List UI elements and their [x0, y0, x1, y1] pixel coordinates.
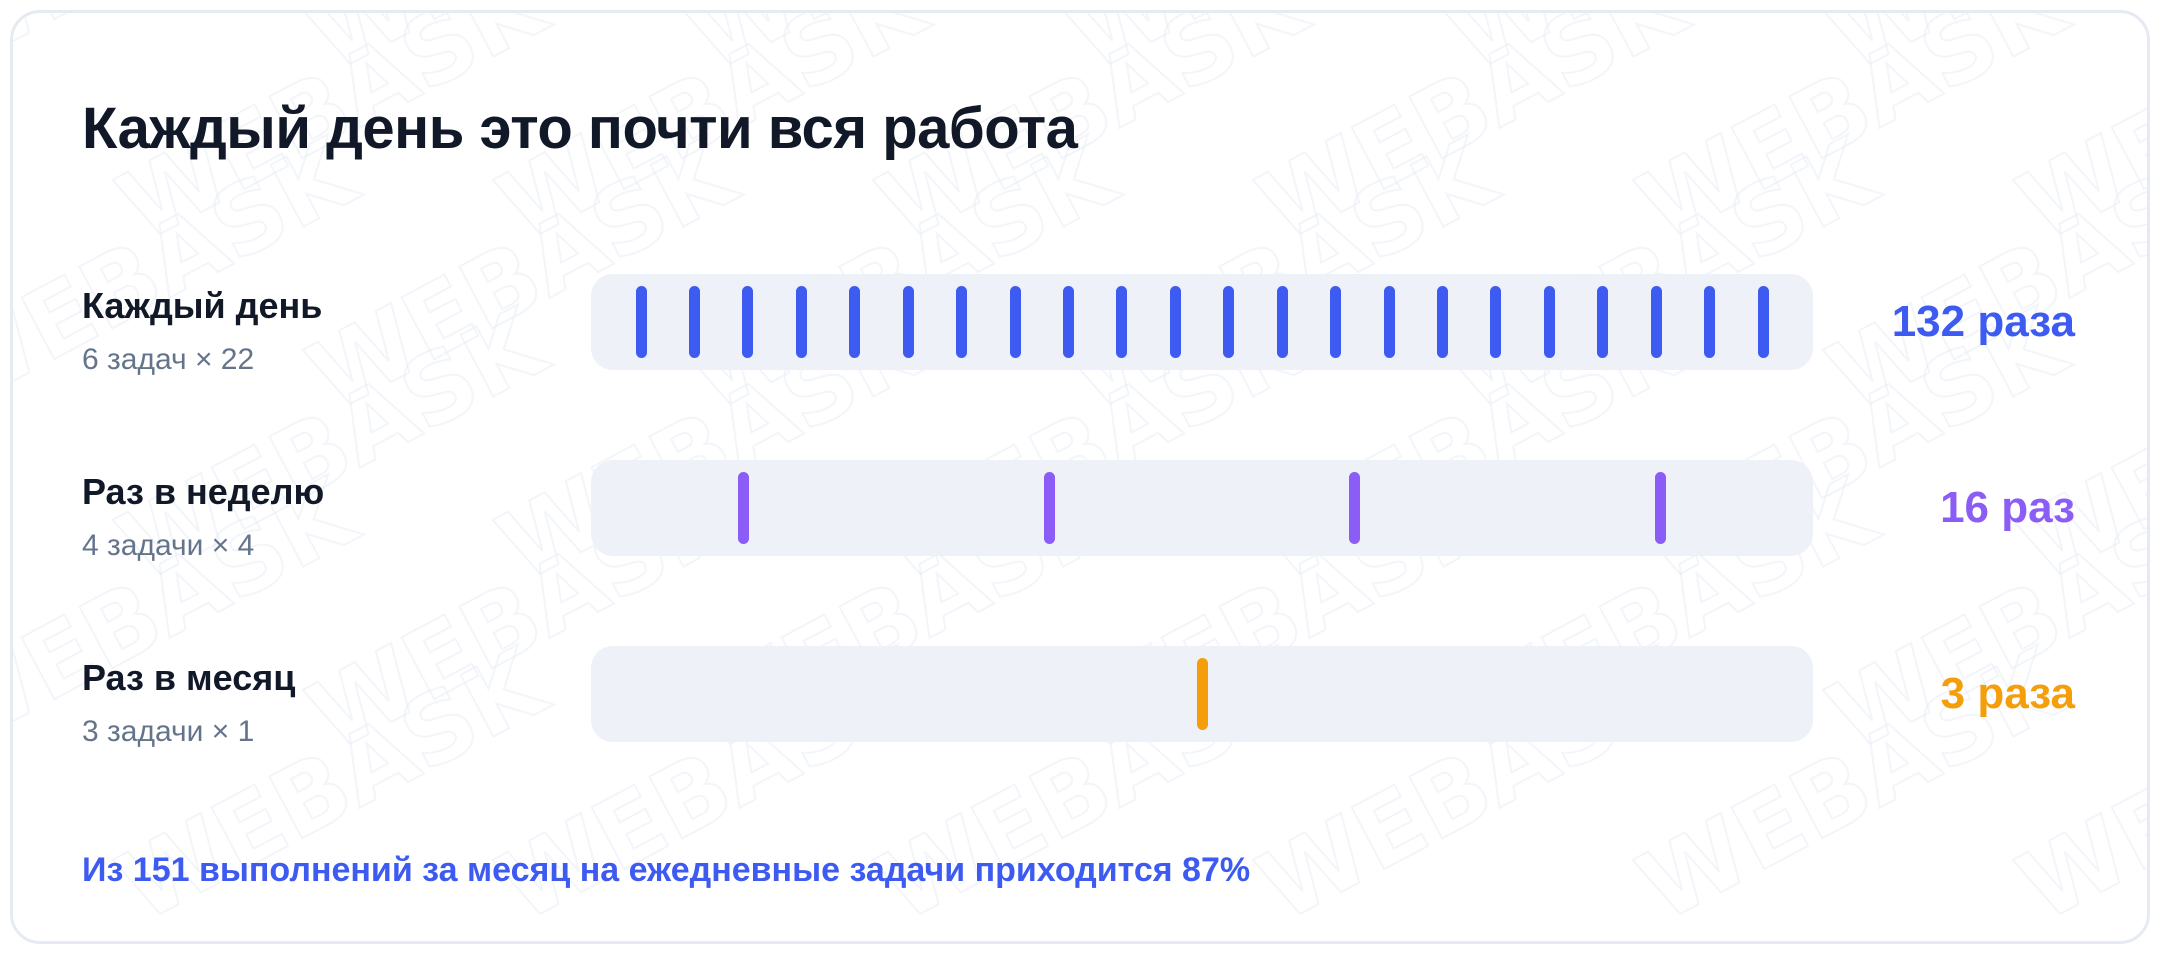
svg-text:WEBASK: WEBASK: [1811, 116, 2150, 434]
svg-text:WEBASK: WEBASK: [671, 13, 1135, 93]
tick-mark: [1062, 286, 1074, 358]
tick-mark: [1196, 658, 1208, 730]
tick-mark: [1654, 472, 1666, 544]
track-daily: [591, 274, 1813, 370]
row-subtitle-monthly: 3 задачи × 1: [82, 715, 255, 748]
tick-mark: [902, 286, 914, 358]
row-subtitle-daily: 6 задач × 22: [82, 343, 255, 376]
row-total-weekly: 16 раз: [1940, 483, 2075, 532]
svg-text:WEBASK: WEBASK: [2001, 13, 2150, 263]
svg-text:WEBASK: WEBASK: [1241, 13, 1705, 263]
row-subtitle-weekly: 4 задачи × 4: [82, 529, 255, 562]
svg-text:WEBASK: WEBASK: [1431, 13, 1895, 93]
chart-card: WEBASK WEBASK WEBASK WEBASK WEBASK WEBASK WEBA…: [10, 10, 2150, 944]
svg-text:WEBASK: WEBASK: [13, 13, 375, 93]
svg-text:WEBASK: WEBASK: [291, 13, 755, 93]
svg-text:WEBASK: WEBASK: [1621, 13, 2085, 263]
tick-mark: [1597, 286, 1609, 358]
tick-mark: [1009, 286, 1021, 358]
svg-text:WEBASK: WEBASK: [1811, 13, 2150, 93]
tick-mark: [1543, 286, 1555, 358]
tick-mark: [1330, 286, 1342, 358]
tick-mark: [742, 286, 754, 358]
tick-mark: [1757, 286, 1769, 358]
row-label-monthly: Раз в месяц: [82, 657, 296, 698]
tick-mark: [1650, 286, 1662, 358]
tick-mark: [1383, 286, 1395, 358]
tick-mark: [1349, 472, 1361, 544]
tick-mark: [1276, 286, 1288, 358]
track-weekly: [591, 460, 1813, 556]
tick-mark: [849, 286, 861, 358]
tick-mark: [956, 286, 968, 358]
tick-mark: [795, 286, 807, 358]
svg-text:WEBASK: WEBASK: [13, 116, 375, 434]
footnote: Из 151 выполнений за месяц на ежедневные…: [82, 851, 1251, 889]
row-total-monthly: 3 раза: [1940, 669, 2075, 718]
tick-mark: [688, 286, 700, 358]
tick-mark: [1704, 286, 1716, 358]
row-total-daily: 132 раза: [1891, 297, 2075, 346]
tick-mark: [738, 472, 750, 544]
tick-mark: [1223, 286, 1235, 358]
tick-mark: [1490, 286, 1502, 358]
tick-mark: [635, 286, 647, 358]
track-monthly: [591, 646, 1813, 742]
tick-mark: [1116, 286, 1128, 358]
tick-mark: [1043, 472, 1055, 544]
tick-mark: [1436, 286, 1448, 358]
row-weekly: Раз в неделю 4 задачи × 4 16 раз: [13, 460, 2147, 571]
chart-title: Каждый день это почти вся работа: [82, 96, 1078, 161]
row-daily: Каждый день 6 задач × 22 132 раза: [13, 274, 2147, 385]
svg-text:WEBASK: WEBASK: [1051, 13, 1515, 93]
row-label-daily: Каждый день: [82, 285, 323, 326]
row-monthly: Раз в месяц 3 задачи × 1 3 раза: [13, 646, 2147, 757]
tick-mark: [1169, 286, 1181, 358]
row-label-weekly: Раз в неделю: [82, 471, 325, 512]
